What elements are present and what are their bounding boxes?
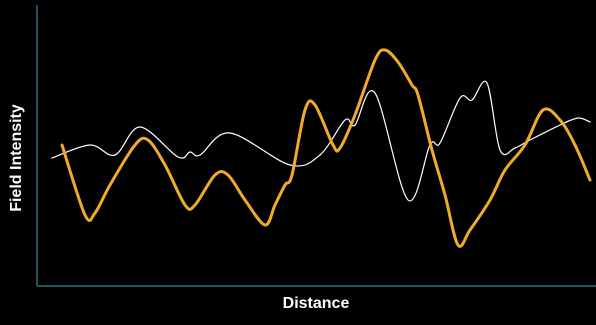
x-axis-label: Distance: [283, 295, 350, 312]
y-axis-label: Field Intensity: [8, 104, 25, 212]
line-series: [51, 80, 591, 202]
line-series: [60, 48, 592, 248]
